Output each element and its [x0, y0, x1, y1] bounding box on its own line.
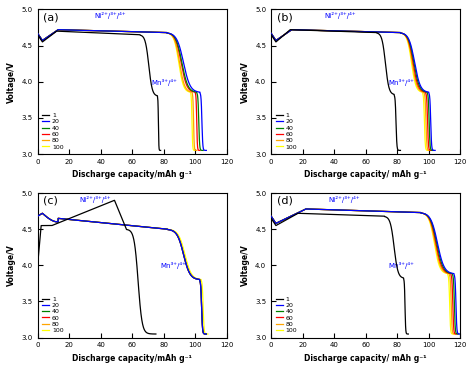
Text: (b): (b) — [277, 12, 292, 22]
Y-axis label: Voltage/V: Voltage/V — [7, 245, 16, 286]
Text: Mn³⁺/⁴⁺: Mn³⁺/⁴⁺ — [389, 262, 414, 269]
Text: Mn³⁺/⁴⁺: Mn³⁺/⁴⁺ — [161, 262, 186, 269]
Text: (a): (a) — [43, 12, 59, 22]
X-axis label: Discharge capacity/mAh g⁻¹: Discharge capacity/mAh g⁻¹ — [72, 354, 192, 363]
Text: Ni²⁺/³⁺/⁴⁺: Ni²⁺/³⁺/⁴⁺ — [94, 12, 126, 19]
Text: Ni²⁺/³⁺/⁴⁺: Ni²⁺/³⁺/⁴⁺ — [328, 196, 360, 203]
Text: Mn³⁺/⁴⁺: Mn³⁺/⁴⁺ — [389, 79, 414, 86]
Y-axis label: Voltage/V: Voltage/V — [240, 245, 249, 286]
Text: Ni²⁺/³⁺/⁴⁺: Ni²⁺/³⁺/⁴⁺ — [79, 196, 111, 203]
Y-axis label: Voltage/V: Voltage/V — [7, 61, 16, 102]
Text: (d): (d) — [277, 196, 292, 206]
Legend: 1, 20, 40, 60, 80, 100: 1, 20, 40, 60, 80, 100 — [41, 111, 65, 151]
X-axis label: Discharge capacity/ mAh g⁻¹: Discharge capacity/ mAh g⁻¹ — [304, 171, 427, 179]
X-axis label: Discharge capacity/mAh g⁻¹: Discharge capacity/mAh g⁻¹ — [72, 171, 192, 179]
Legend: 1, 20, 40, 60, 80, 100: 1, 20, 40, 60, 80, 100 — [274, 295, 299, 334]
Text: (c): (c) — [43, 196, 58, 206]
Legend: 1, 20, 40, 60, 80, 100: 1, 20, 40, 60, 80, 100 — [274, 111, 299, 151]
Legend: 1, 20, 40, 60, 80, 100: 1, 20, 40, 60, 80, 100 — [41, 295, 65, 334]
Text: Mn³⁺/⁴⁺: Mn³⁺/⁴⁺ — [151, 79, 177, 86]
Y-axis label: Voltage/V: Voltage/V — [240, 61, 249, 102]
Text: Ni²⁺/³⁺/⁴⁺: Ni²⁺/³⁺/⁴⁺ — [324, 12, 356, 19]
X-axis label: Discharge capacity/ mAh g⁻¹: Discharge capacity/ mAh g⁻¹ — [304, 354, 427, 363]
